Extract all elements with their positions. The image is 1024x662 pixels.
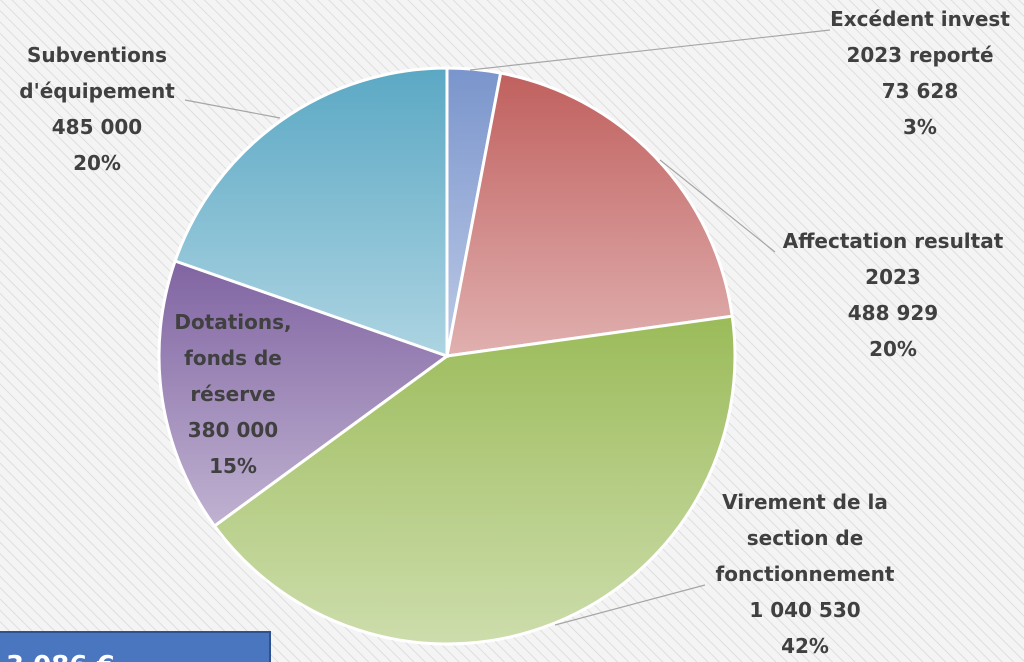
leader-line [554,584,706,626]
slice [212,314,737,646]
leader-line [659,159,776,253]
percent-label: 3% [903,115,937,139]
slice [445,71,734,358]
category-label: Dotations, fonds de réserve [174,310,291,406]
percent-label: 15% [209,454,257,478]
category-label: Subventions d'équipement [19,43,175,103]
value-label: 485 000 [52,115,142,139]
value-label: 380 000 [188,418,278,442]
category-label: Virement de la section de fonctionnement [716,490,895,586]
leader-line [469,29,831,71]
category-label: Affectation resultat 2023 [783,229,1004,289]
percent-label: 20% [869,337,917,361]
percent-label: 42% [781,634,829,658]
pie [157,66,737,646]
total-box [0,631,271,662]
value-label: 1 040 530 [749,598,860,622]
slice [157,259,451,529]
percent-label: 20% [73,151,121,175]
value-label: 73 628 [882,79,959,103]
leader-line [184,99,281,119]
slice [173,66,449,359]
total-text: 3 086 € [6,651,115,662]
labels: Excédent invest 2023 reporté 73 628 3% Affec… [19,7,1010,658]
value-label: 488 929 [848,301,938,325]
category-label: Excédent invest 2023 reporté [830,7,1010,67]
